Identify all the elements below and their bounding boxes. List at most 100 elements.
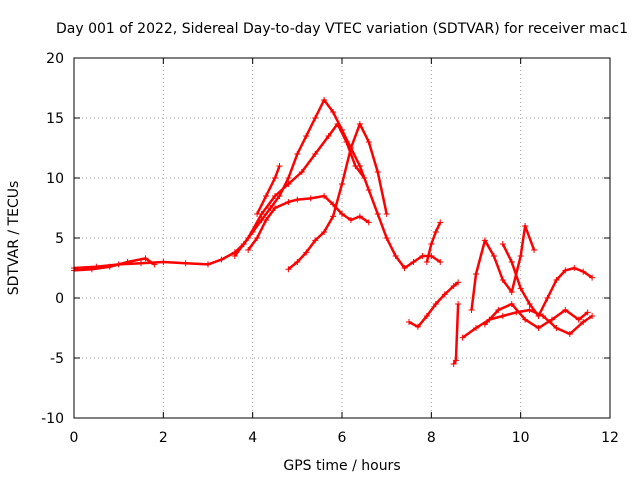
data-point [245, 247, 252, 253]
data-point [245, 235, 252, 241]
data-point [106, 263, 113, 270]
data-point [285, 266, 292, 273]
y-tick-label: -10 [41, 411, 64, 427]
data-point [584, 309, 591, 316]
data-point [423, 313, 430, 319]
data-point [437, 219, 444, 226]
data-point [473, 271, 479, 277]
data-point [142, 255, 149, 262]
data-point [182, 260, 189, 267]
data-point [356, 121, 363, 127]
series-trace [425, 221, 442, 263]
data-point [544, 295, 551, 301]
data-point [312, 237, 319, 244]
data-point [508, 289, 515, 295]
chart-title: Day 001 of 2022, Sidereal Day-to-day VTE… [56, 21, 628, 37]
data-point [294, 196, 301, 203]
data-point [562, 267, 569, 274]
y-axis-label: SDTVAR / TECUs [6, 181, 22, 296]
data-point [365, 187, 372, 193]
data-point [508, 259, 515, 265]
series-trace [73, 257, 156, 272]
series-track-e [254, 163, 283, 217]
series-trace [452, 303, 460, 365]
data-point [499, 241, 506, 247]
y-tick-label: 20 [46, 51, 64, 67]
data-point [303, 133, 310, 139]
data-point [383, 211, 390, 217]
y-tick-label: 10 [46, 171, 64, 187]
data-point [419, 253, 426, 259]
data-point [406, 319, 412, 325]
data-point [151, 261, 158, 268]
series-track-m [481, 301, 591, 331]
data-point [414, 323, 421, 330]
data-point [285, 175, 292, 181]
data-point [589, 313, 596, 319]
data-point [231, 253, 238, 259]
data-point [423, 259, 430, 265]
data-point [562, 307, 569, 313]
x-tick-label: 4 [248, 430, 257, 446]
data-point [285, 199, 292, 205]
data-point [343, 139, 350, 145]
x-tick-label: 0 [70, 430, 79, 446]
data-point [495, 307, 502, 313]
data-point [218, 256, 225, 263]
data-point [276, 163, 283, 169]
data-point [401, 265, 408, 271]
series-track-l [499, 241, 596, 319]
series-track-f [285, 121, 390, 273]
data-point [312, 151, 319, 157]
data-point [432, 229, 439, 235]
data-point [124, 259, 131, 265]
data-point [330, 213, 337, 220]
data-point [455, 301, 462, 307]
y-tick-label: -5 [50, 351, 64, 367]
data-point [459, 334, 466, 341]
data-point [383, 235, 390, 241]
data-point [473, 325, 479, 331]
data-point [522, 223, 529, 229]
data-point [205, 261, 211, 268]
data-point [450, 283, 457, 289]
y-tick-label: 15 [46, 111, 64, 127]
series-track-d [245, 193, 372, 253]
data-point [321, 97, 328, 103]
data-point [481, 321, 488, 328]
data-point [517, 285, 524, 292]
data-point [428, 241, 435, 247]
x-tick-label: 12 [601, 430, 619, 446]
data-point [330, 201, 337, 208]
x-tick-label: 6 [338, 430, 347, 446]
data-point [580, 319, 587, 325]
data-point [575, 316, 582, 323]
x-tick-label: 8 [427, 430, 436, 446]
data-point [526, 301, 533, 307]
data-point [272, 193, 278, 199]
data-point [499, 277, 506, 283]
x-tick-label: 10 [512, 430, 530, 446]
series-trace [73, 98, 441, 270]
data-point [298, 169, 305, 175]
data-point [285, 181, 292, 187]
data-point [566, 331, 573, 337]
data-point [272, 205, 278, 211]
data-point [526, 307, 533, 313]
data-point [441, 291, 448, 298]
data-point [535, 325, 542, 331]
data-point [553, 277, 560, 283]
grid-lines [74, 58, 610, 418]
y-tick-label: 0 [55, 291, 64, 307]
series-track-k [468, 223, 538, 313]
series-track-i [450, 301, 462, 367]
data-point [330, 109, 337, 115]
data-point [410, 259, 417, 265]
data-point [455, 279, 462, 286]
data-point [347, 217, 354, 223]
data-point [325, 133, 332, 139]
data-point [481, 237, 488, 244]
data-point [254, 211, 261, 217]
data-point [392, 253, 399, 259]
data-point [508, 301, 515, 307]
